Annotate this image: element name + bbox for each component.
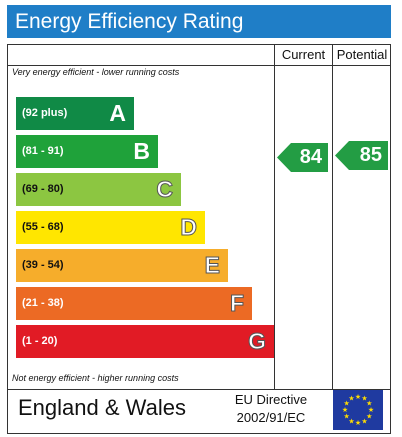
svg-text:★: ★ xyxy=(344,400,350,408)
band-e-range: (39 - 54) xyxy=(22,259,64,271)
top-note: Very energy efficient - lower running co… xyxy=(12,67,180,77)
column-divider-potential xyxy=(332,44,333,390)
footer-directive: EU Directive 2002/91/EC xyxy=(228,391,314,427)
band-f-letter: F xyxy=(229,290,244,317)
band-c: (69 - 80) C xyxy=(16,173,181,206)
svg-text:★: ★ xyxy=(344,413,350,421)
svg-text:★: ★ xyxy=(348,417,354,425)
svg-text:★: ★ xyxy=(366,400,372,408)
band-g-letter: G xyxy=(248,328,267,355)
svg-text:★: ★ xyxy=(355,419,361,427)
directive-line-1: EU Directive xyxy=(234,392,308,407)
eu-flag-stars: ★ ★ ★ ★ ★ ★ ★ ★ ★ ★ ★ ★ xyxy=(342,393,374,427)
footer-divider xyxy=(7,389,391,390)
svg-text:★: ★ xyxy=(366,413,372,421)
svg-text:★: ★ xyxy=(368,406,374,414)
footer-country: England & Wales xyxy=(18,395,186,420)
band-g: (1 - 20) G xyxy=(16,325,274,358)
band-g-range: (1 - 20) xyxy=(22,335,58,347)
band-c-range: (69 - 80) xyxy=(22,183,64,195)
svg-text:★: ★ xyxy=(355,393,361,401)
bottom-note: Not energy efficient - higher running co… xyxy=(12,373,179,383)
directive-line-2: 2002/91/EC xyxy=(236,410,306,425)
band-a: (92 plus) A xyxy=(16,97,134,130)
svg-text:★: ★ xyxy=(361,417,367,425)
band-d: (55 - 68) D xyxy=(16,211,205,244)
column-divider-current xyxy=(274,44,275,390)
svg-text:★: ★ xyxy=(342,406,348,414)
eu-flag-icon: ★ ★ ★ ★ ★ ★ ★ ★ ★ ★ ★ ★ xyxy=(333,390,383,430)
current-column-header: Current xyxy=(281,47,326,62)
band-b-range: (81 - 91) xyxy=(22,145,64,157)
svg-text:★: ★ xyxy=(348,395,354,403)
band-e: (39 - 54) E xyxy=(16,249,228,282)
band-c-letter: C xyxy=(156,176,174,203)
band-f-range: (21 - 38) xyxy=(22,297,64,309)
band-b-letter: B xyxy=(133,138,150,164)
band-e-letter: E xyxy=(204,252,220,279)
band-b: (81 - 91) B xyxy=(16,135,158,168)
header-row-divider xyxy=(7,65,391,66)
band-d-letter: D xyxy=(180,214,198,241)
chart-title: Energy Efficiency Rating xyxy=(7,5,391,38)
band-a-range: (92 plus) xyxy=(22,107,68,119)
band-a-letter: A xyxy=(109,100,126,126)
rating-frame xyxy=(7,44,391,434)
potential-column-header: Potential xyxy=(336,47,388,62)
band-d-range: (55 - 68) xyxy=(22,221,64,233)
svg-text:★: ★ xyxy=(361,395,367,403)
band-f: (21 - 38) F xyxy=(16,287,252,320)
